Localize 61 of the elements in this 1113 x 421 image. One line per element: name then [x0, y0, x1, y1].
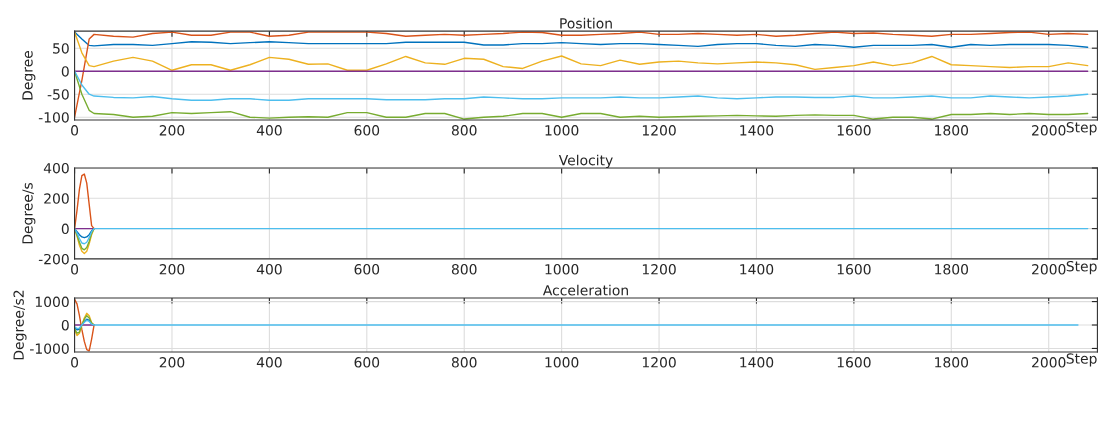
x-tick-label: 600 — [354, 264, 380, 275]
chart-title: Position — [560, 17, 612, 29]
y-tick-label: 400 — [43, 162, 69, 174]
x-tick-label: 200 — [159, 125, 185, 136]
y-tick-label: -100 — [38, 112, 69, 123]
line-series — [74, 70, 1089, 101]
line-series — [74, 31, 1089, 118]
x-tick-label: 0 — [71, 357, 79, 368]
line-series — [74, 319, 1079, 330]
line-series — [74, 227, 1089, 245]
y-tick-label: 200 — [44, 193, 69, 204]
x-tick-label: 800 — [451, 125, 477, 136]
x-tick-label: 2000 — [1032, 357, 1066, 368]
x-tick-label: 600 — [354, 357, 380, 368]
x-tick-label: 1000 — [545, 125, 579, 136]
x-tick-label: 1400 — [740, 125, 774, 136]
x-tick-label: 1000 — [545, 357, 579, 368]
x-tick-label: 0 — [71, 264, 79, 275]
x-tick-label: 400 — [256, 125, 282, 136]
y-axis-title: Degree/s — [22, 182, 36, 244]
x-tick-label: 800 — [451, 357, 477, 368]
y-tick-label: -50 — [47, 89, 69, 100]
chart-title: Acceleration — [542, 284, 628, 296]
x-axis-title: Step — [1066, 260, 1097, 275]
x-tick-label: 1600 — [837, 264, 871, 275]
x-tick-label: 600 — [354, 125, 380, 136]
y-tick-label: 0 — [61, 223, 69, 235]
y-tick-label: 50 — [53, 43, 69, 54]
chart-title: Velocity — [558, 154, 613, 169]
x-tick-label: 2000 — [1032, 264, 1066, 275]
y-tick-label: -200 — [38, 253, 69, 265]
y-axis-title: Degree — [22, 51, 36, 100]
x-tick-label: 1000 — [545, 264, 579, 275]
line-series — [74, 173, 95, 230]
line-series — [74, 31, 1089, 48]
x-tick-label: 400 — [256, 264, 282, 275]
y-tick-label: 0 — [61, 319, 69, 331]
x-tick-label: 1800 — [935, 264, 969, 275]
x-tick-label: 400 — [256, 357, 282, 368]
x-tick-label: 200 — [159, 357, 185, 368]
line-series — [74, 31, 1089, 71]
y-tick-label: 1000 — [35, 296, 69, 308]
x-tick-label: 2000 — [1032, 125, 1066, 136]
x-axis-title: Step — [1066, 353, 1097, 367]
y-tick-label: -1000 — [30, 343, 69, 354]
x-tick-label: 1600 — [837, 357, 871, 368]
x-tick-label: 1200 — [642, 357, 676, 368]
x-tick-label: 1800 — [935, 357, 969, 368]
line-series — [74, 227, 95, 239]
x-tick-label: 1200 — [642, 125, 676, 136]
x-tick-label: 1800 — [935, 125, 969, 136]
x-tick-label: 200 — [159, 264, 185, 275]
x-tick-label: 800 — [451, 264, 477, 275]
x-tick-label: 0 — [71, 125, 79, 136]
x-tick-label: 1400 — [740, 357, 774, 368]
x-tick-label: 1400 — [740, 264, 774, 275]
x-tick-label: 1600 — [837, 125, 871, 136]
x-tick-label: 1200 — [642, 264, 676, 275]
x-axis-title: Step — [1066, 122, 1097, 136]
y-tick-label: 0 — [61, 66, 69, 77]
y-axis-title: Degree/s2 — [13, 290, 27, 360]
